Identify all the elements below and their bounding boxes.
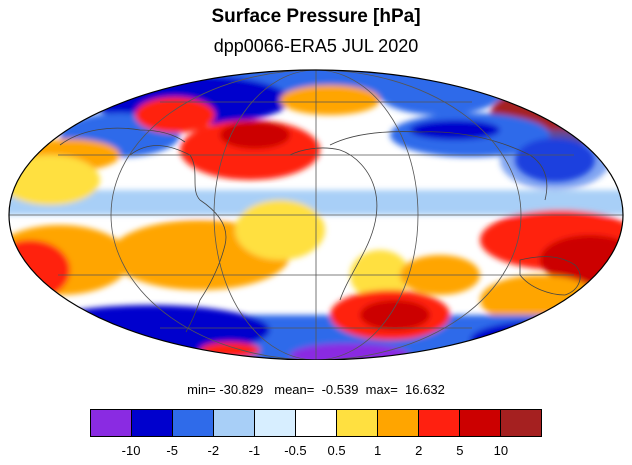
legend-swatch [337,410,378,436]
coastlines [59,127,581,333]
legend-swatch [255,410,296,436]
legend-tick-label: 0.5 [327,443,346,458]
legend-swatch [91,410,132,436]
legend-tick-label: -10 [121,443,141,458]
legend-tick-label: 5 [456,443,464,458]
legend-tick-label: -1 [248,443,261,458]
legend-swatch [460,410,501,436]
legend-swatch [132,410,173,436]
legend-swatch [419,410,460,436]
legend-swatch [378,410,419,436]
legend-tick-label: 1 [374,443,382,458]
legend-tick-label: 10 [493,443,509,458]
global-pressure-map [8,69,624,360]
legend-swatch [296,410,337,436]
legend-tick-label: -5 [166,443,178,458]
legend-swatch [214,410,255,436]
legend-swatch [173,410,214,436]
legend-tick-label: -0.5 [284,443,307,458]
color-legend [90,409,542,437]
legend-tick-label: 2 [415,443,423,458]
legend-ticks: -10 -5 -2 -1 -0.5 0.5 1 2 5 10 [0,443,632,463]
globe-outline [8,69,624,360]
stats-line: min= -30.829 mean= -0.539 max= 16.632 [187,382,445,397]
legend-tick-label: -2 [207,443,220,458]
map-subtitle: dpp0066-ERA5 JUL 2020 [213,36,419,56]
map-title: Surface Pressure [hPa] [211,6,421,27]
legend-swatch [501,410,541,436]
